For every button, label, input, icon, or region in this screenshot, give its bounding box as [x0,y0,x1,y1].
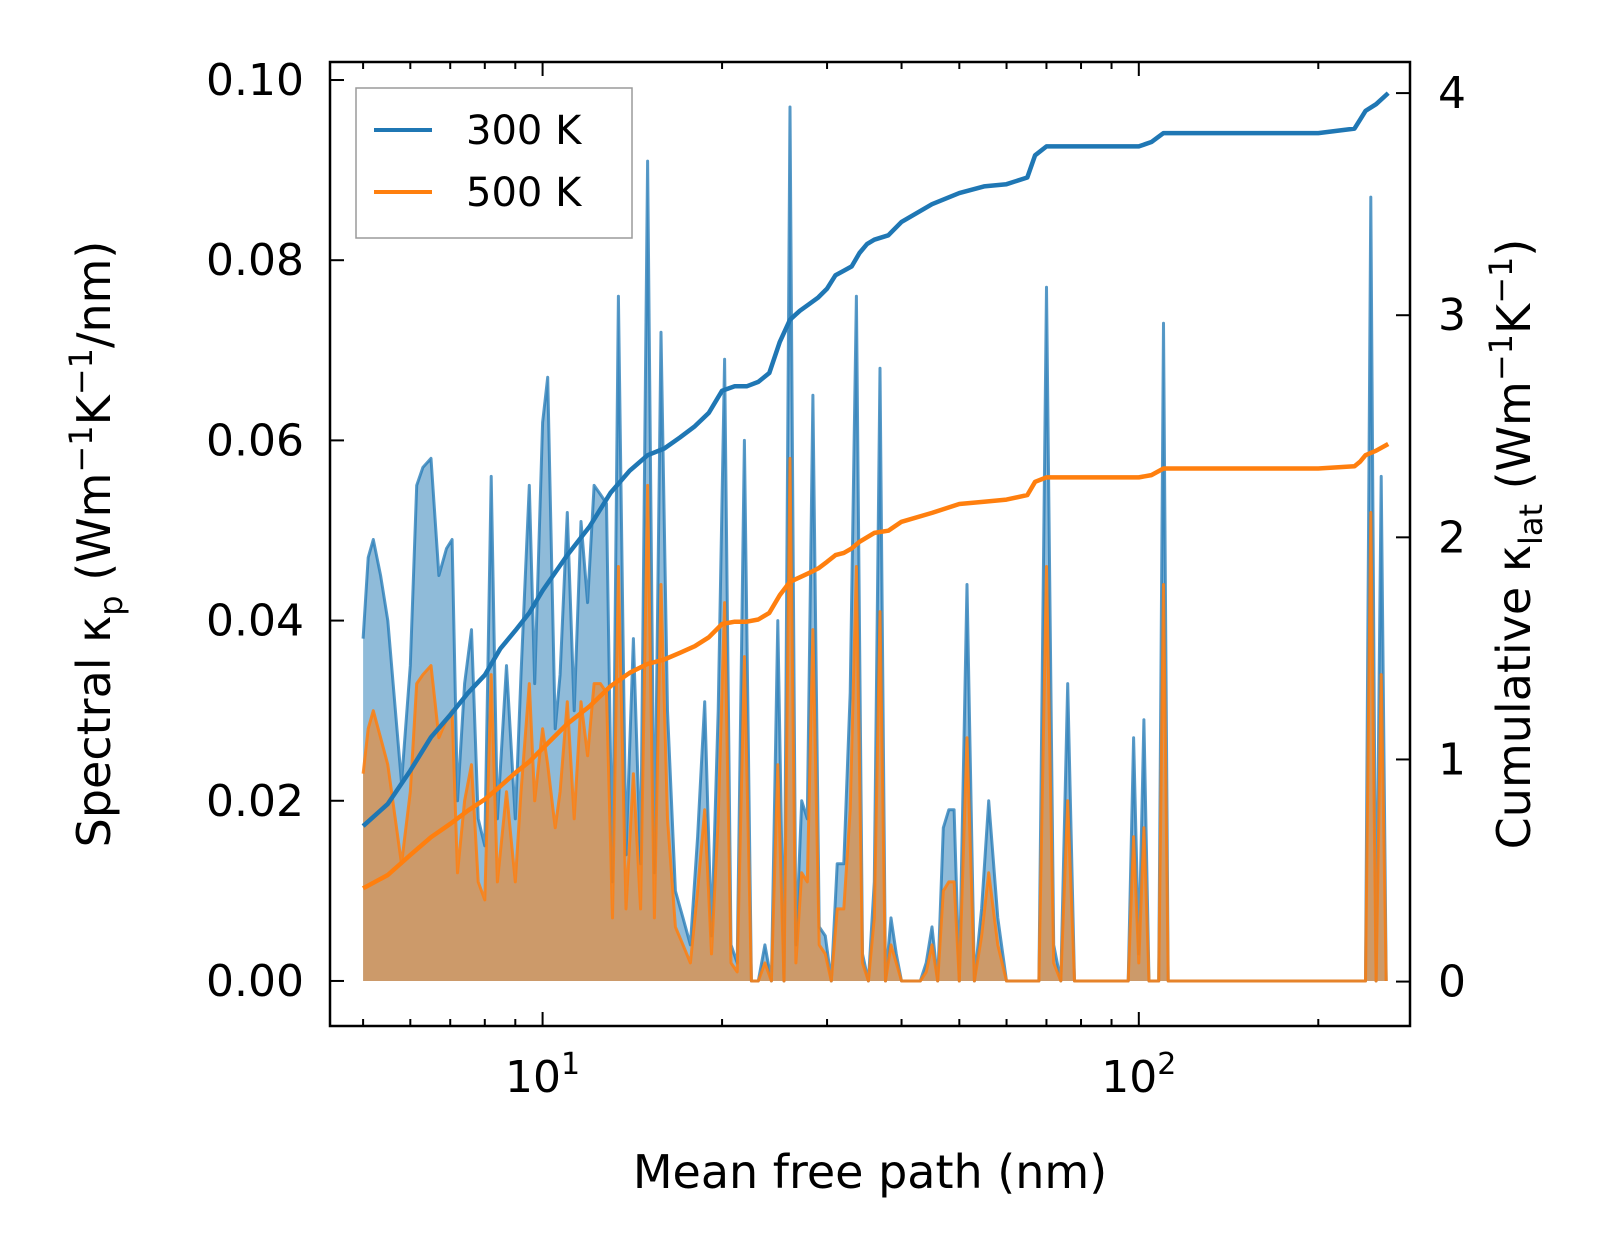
data-layer [361,91,1390,983]
y-left-label-unit-mid: K [67,393,121,425]
y-left-label-main: Spectral κ [67,616,121,848]
y-right-tick-label: 0 [1438,957,1466,1008]
spectral-line-500k [361,456,1388,983]
y-right-label-sup-2: −1 [1482,257,1520,304]
y-left-label-sup-2: −1 [62,348,100,395]
y-left-axis-label: Spectral κp (Wm−1K−1/nm) [62,241,130,848]
legend: 300 K 500 K [355,87,633,239]
y-left-tick-label: 0.10 [206,55,304,106]
y-right-label-unit-mid: K [1487,302,1541,334]
y-left-label-sup-1: −1 [62,425,100,472]
y-left-tick-label: 0.02 [206,776,304,827]
y-left-tick-label: 0.00 [206,956,304,1007]
y-right-tick-label: 2 [1438,512,1466,563]
y-right-axis-label: Cumulative κlat (Wm−1K−1) [1482,239,1550,850]
legend-label-500k: 500 K [466,170,583,216]
y-left-tick-label: 0.06 [206,415,304,466]
y-right-label-sub: lat [1512,504,1550,545]
y-right-label-unit-open: (Wm [1487,381,1541,489]
y-right-tick-label: 1 [1438,734,1466,785]
y-left-label-unit-open: (Wm [67,473,121,581]
y-left-tick-label: 0.04 [206,596,304,647]
cumulative-line-500k [362,442,1390,891]
x-tick-label: 102 [1101,1047,1176,1103]
y-right-label-unit-close: ) [1487,239,1541,257]
y-left-tick-label: 0.08 [206,235,304,286]
x-axis-label: Mean free path (nm) [633,1145,1107,1199]
tick-layer: 0.00 0.02 0.04 0.06 0.08 0.10 0 1 2 3 4 101 102 [206,55,1466,1103]
y-right-label-sup-1: −1 [1482,334,1520,381]
y-right-tick-label: 4 [1438,68,1466,119]
y-right-label-main: Cumulative κ [1487,545,1541,849]
legend-box [355,87,633,239]
plot-frame [328,60,1412,1028]
legend-label-300k: 300 K [466,108,583,154]
x-tick-label: 101 [505,1047,580,1103]
y-left-label-unit-close: /nm) [67,241,121,348]
y-left-label-sub: p [92,595,130,615]
cumulative-line-300k [361,91,1390,828]
y-right-tick-label: 3 [1438,290,1466,341]
